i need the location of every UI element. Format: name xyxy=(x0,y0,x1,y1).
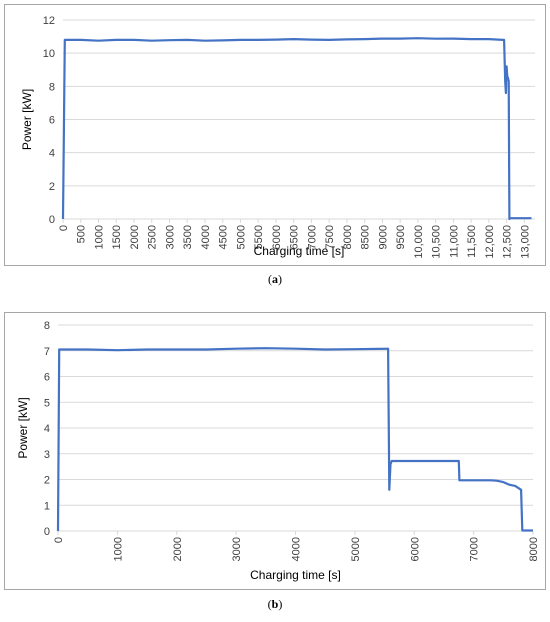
series-line xyxy=(61,37,532,221)
y-tick-label: 5 xyxy=(44,397,50,409)
caption-a: (a) xyxy=(268,272,282,286)
x-tick-label: 1500 xyxy=(111,225,123,249)
x-tick-label: 7000 xyxy=(469,537,481,561)
y-tick-label: 10 xyxy=(43,48,55,60)
x-tick-label: 5000 xyxy=(235,225,247,249)
x-tick-label: 5500 xyxy=(253,225,265,249)
x-tick-label: 6500 xyxy=(289,225,301,249)
y-tick-label: 0 xyxy=(49,214,55,226)
x-tick-label: 3000 xyxy=(164,225,176,249)
x-tick-label: 9000 xyxy=(377,225,389,249)
x-tick-label: 500 xyxy=(76,225,88,243)
y-tick-label: 0 xyxy=(44,526,50,538)
x-axis-title: Charging time [s] xyxy=(254,244,345,258)
x-tick-label: 4500 xyxy=(218,225,230,249)
x-tick-label: 9500 xyxy=(395,225,407,249)
series-line xyxy=(56,347,533,532)
x-tick-label: 13,000 xyxy=(519,225,531,259)
x-tick-label: 11,000 xyxy=(448,225,460,258)
x-tick-label: 2000 xyxy=(172,537,184,561)
y-tick-label: 6 xyxy=(49,115,55,127)
y-tick-label: 12 xyxy=(43,15,55,27)
y-tick-label: 4 xyxy=(49,148,55,160)
y-tick-label: 3 xyxy=(44,449,50,461)
x-tick-label: 1000 xyxy=(93,225,105,249)
y-axis-title: Power [kW] xyxy=(20,89,34,150)
x-tick-label: 12,000 xyxy=(484,225,496,259)
y-tick-label: 8 xyxy=(49,81,55,93)
x-tick-label: 3500 xyxy=(182,225,194,249)
x-tick-label: 2000 xyxy=(129,225,141,249)
x-tick-label: 4000 xyxy=(200,225,212,249)
chart-b: 0 1 2 3 4 5 6 7 8 0 1000 2000 3000 4000 5000 6000 7000 80… xyxy=(16,320,540,582)
x-tick-label: 2500 xyxy=(147,225,159,249)
y-tick-label: 8 xyxy=(44,320,50,332)
x-tick-label: 0 xyxy=(53,537,65,543)
x-tick-label: 0 xyxy=(58,225,70,231)
y-tick-label: 4 xyxy=(44,423,50,435)
x-tick-label: 6000 xyxy=(409,537,421,561)
x-tick-label: 4000 xyxy=(291,537,303,561)
x-tick-label: 10,000 xyxy=(413,225,425,259)
chart-a: 0 2 4 6 8 10 12 0 500 1000 1500 2000 2500 3000 3500 400… xyxy=(20,15,535,259)
x-tick-label: 10,500 xyxy=(431,225,443,259)
x-tick-label: 1000 xyxy=(112,537,124,561)
x-tick-label: 7500 xyxy=(324,225,336,249)
x-tick-label: 8500 xyxy=(360,225,372,249)
x-tick-label: 8000 xyxy=(528,537,540,561)
caption-b: (b) xyxy=(267,597,283,611)
x-axis-title: Charging time [s] xyxy=(250,568,341,582)
x-tick-label: 11,500 xyxy=(466,225,478,258)
y-axis-title: Power [kW] xyxy=(16,397,30,458)
y-tick-label: 2 xyxy=(44,475,50,487)
x-tick-label: 6000 xyxy=(271,225,283,249)
chart-panel-b: 0 1 2 3 4 5 6 7 8 0 1000 2000 3000 4000 5000 6000 7000 80… xyxy=(4,312,546,590)
x-tick-label: 8000 xyxy=(342,225,354,249)
y-tick-label: 6 xyxy=(44,372,50,384)
x-tick-label: 3000 xyxy=(231,537,243,561)
x-tick-label: 5000 xyxy=(350,537,362,561)
y-tick-label: 2 xyxy=(49,181,55,193)
y-tick-label: 7 xyxy=(44,346,50,358)
chart-panel-a: 0 2 4 6 8 10 12 0 500 1000 1500 2000 2500 3000 3500 400… xyxy=(4,4,546,266)
x-tick-label: 12,500 xyxy=(502,225,514,259)
x-tick-label: 7000 xyxy=(306,225,318,249)
y-tick-label: 1 xyxy=(44,500,50,512)
